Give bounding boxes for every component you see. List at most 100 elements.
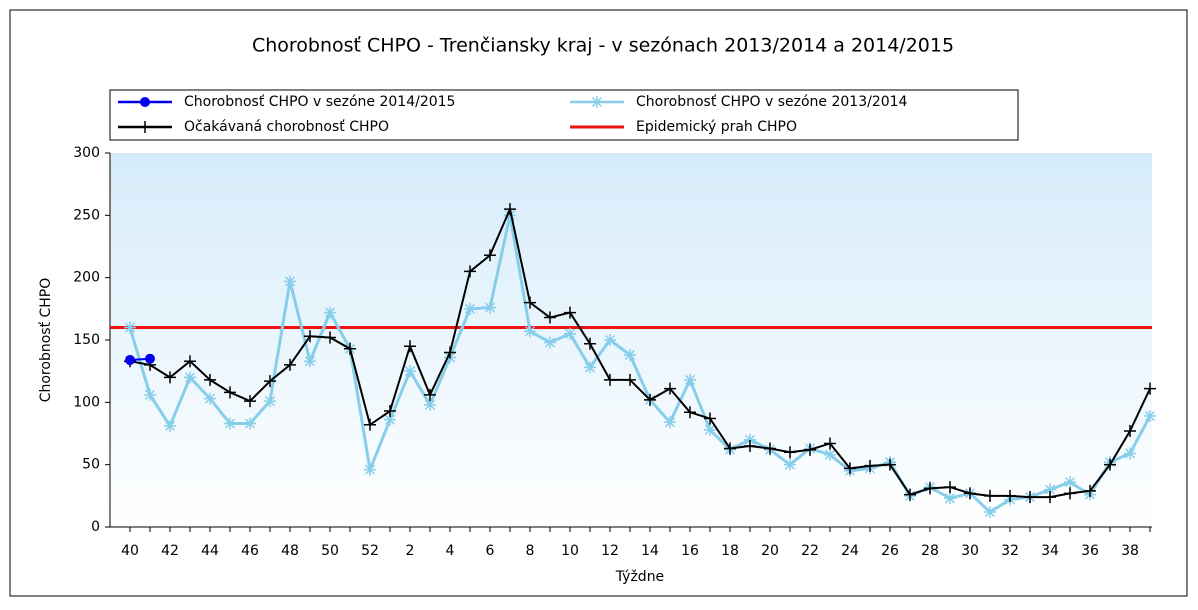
point: [484, 249, 496, 262]
point: [624, 373, 636, 386]
point: [784, 446, 796, 459]
point: [1124, 425, 1136, 438]
point: [424, 388, 436, 401]
point: [524, 325, 536, 338]
x-tick-label: 18: [721, 543, 739, 559]
point: [404, 340, 416, 353]
point: [384, 405, 396, 418]
point: [1024, 491, 1036, 504]
point: [644, 393, 656, 406]
legend-label: Chorobnosť CHPO v sezóne 2013/2014: [636, 94, 908, 110]
x-tick-label: 8: [526, 543, 535, 559]
y-tick-label: 150: [73, 332, 100, 348]
plot-area: [110, 153, 1152, 527]
legend-marker: [139, 121, 151, 133]
point: [724, 442, 736, 455]
y-tick-label: 200: [73, 270, 100, 286]
point: [304, 330, 316, 343]
x-tick-label: 20: [761, 543, 779, 559]
point: [544, 336, 556, 349]
point: [784, 458, 796, 471]
point: [904, 488, 916, 501]
y-tick-label: 100: [73, 394, 100, 410]
y-tick-label: 0: [91, 519, 100, 535]
point: [564, 306, 576, 319]
point: [344, 342, 356, 355]
point: [844, 462, 856, 475]
x-tick-label: 6: [486, 543, 495, 559]
point: [125, 354, 135, 365]
point: [504, 209, 516, 222]
point: [464, 265, 476, 278]
point: [1044, 491, 1056, 504]
x-tick-label: 14: [641, 543, 659, 559]
point: [1084, 484, 1096, 497]
point: [564, 327, 576, 340]
x-tick-label: 28: [921, 543, 939, 559]
point: [464, 302, 476, 315]
x-tick-label: 42: [161, 543, 179, 559]
point: [384, 413, 396, 426]
point: [544, 311, 556, 324]
x-tick-label: 36: [1081, 543, 1099, 559]
y-tick-label: 250: [73, 207, 100, 223]
x-tick-label: 12: [601, 543, 619, 559]
point: [704, 412, 716, 425]
x-tick-label: 10: [561, 543, 579, 559]
point: [884, 458, 896, 471]
x-tick-label: 50: [321, 543, 339, 559]
point: [964, 487, 976, 500]
point: [1064, 487, 1076, 500]
point: [1144, 410, 1156, 423]
series-line: [129, 205, 1151, 499]
point: [184, 371, 196, 384]
x-tick-label: 16: [681, 543, 699, 559]
point: [1124, 447, 1136, 460]
point: [164, 371, 176, 384]
point: [984, 489, 996, 502]
legend-label: Chorobnosť CHPO v sezóne 2014/2015: [184, 94, 455, 110]
point: [224, 417, 236, 430]
point: [144, 388, 156, 401]
point: [824, 437, 836, 450]
point: [584, 361, 596, 374]
x-tick-label: 52: [361, 543, 379, 559]
point: [744, 433, 756, 446]
point: [364, 463, 376, 476]
point: [624, 348, 636, 361]
point: [284, 358, 296, 371]
point: [824, 448, 836, 461]
point: [145, 353, 155, 364]
series-line: [128, 215, 1152, 514]
legend-label: Epidemický prah CHPO: [636, 119, 797, 135]
x-tick-label: 32: [1001, 543, 1019, 559]
x-axis-label: Týždne: [615, 569, 664, 585]
point: [124, 321, 136, 334]
point: [664, 416, 676, 429]
point: [684, 373, 696, 386]
point: [244, 395, 256, 408]
x-tick-label: 22: [801, 543, 819, 559]
x-tick-label: 46: [241, 543, 259, 559]
point: [184, 355, 196, 368]
point: [804, 443, 816, 456]
point: [444, 346, 456, 359]
x-tick-label: 44: [201, 543, 219, 559]
point: [504, 203, 516, 216]
x-tick-label: 40: [121, 543, 139, 559]
point: [164, 420, 176, 433]
x-tick-label: 2: [406, 543, 415, 559]
point: [944, 481, 956, 494]
x-tick-label: 30: [961, 543, 979, 559]
point: [224, 386, 236, 399]
point: [264, 395, 276, 408]
x-tick-label: 4: [446, 543, 455, 559]
point: [524, 296, 536, 309]
chart-title: Chorobnosť CHPO - Trenčiansky kraj - v s…: [252, 35, 954, 57]
x-tick-label: 38: [1121, 543, 1139, 559]
point: [364, 418, 376, 431]
x-tick-label: 24: [841, 543, 859, 559]
point: [704, 423, 716, 436]
point: [284, 275, 296, 288]
